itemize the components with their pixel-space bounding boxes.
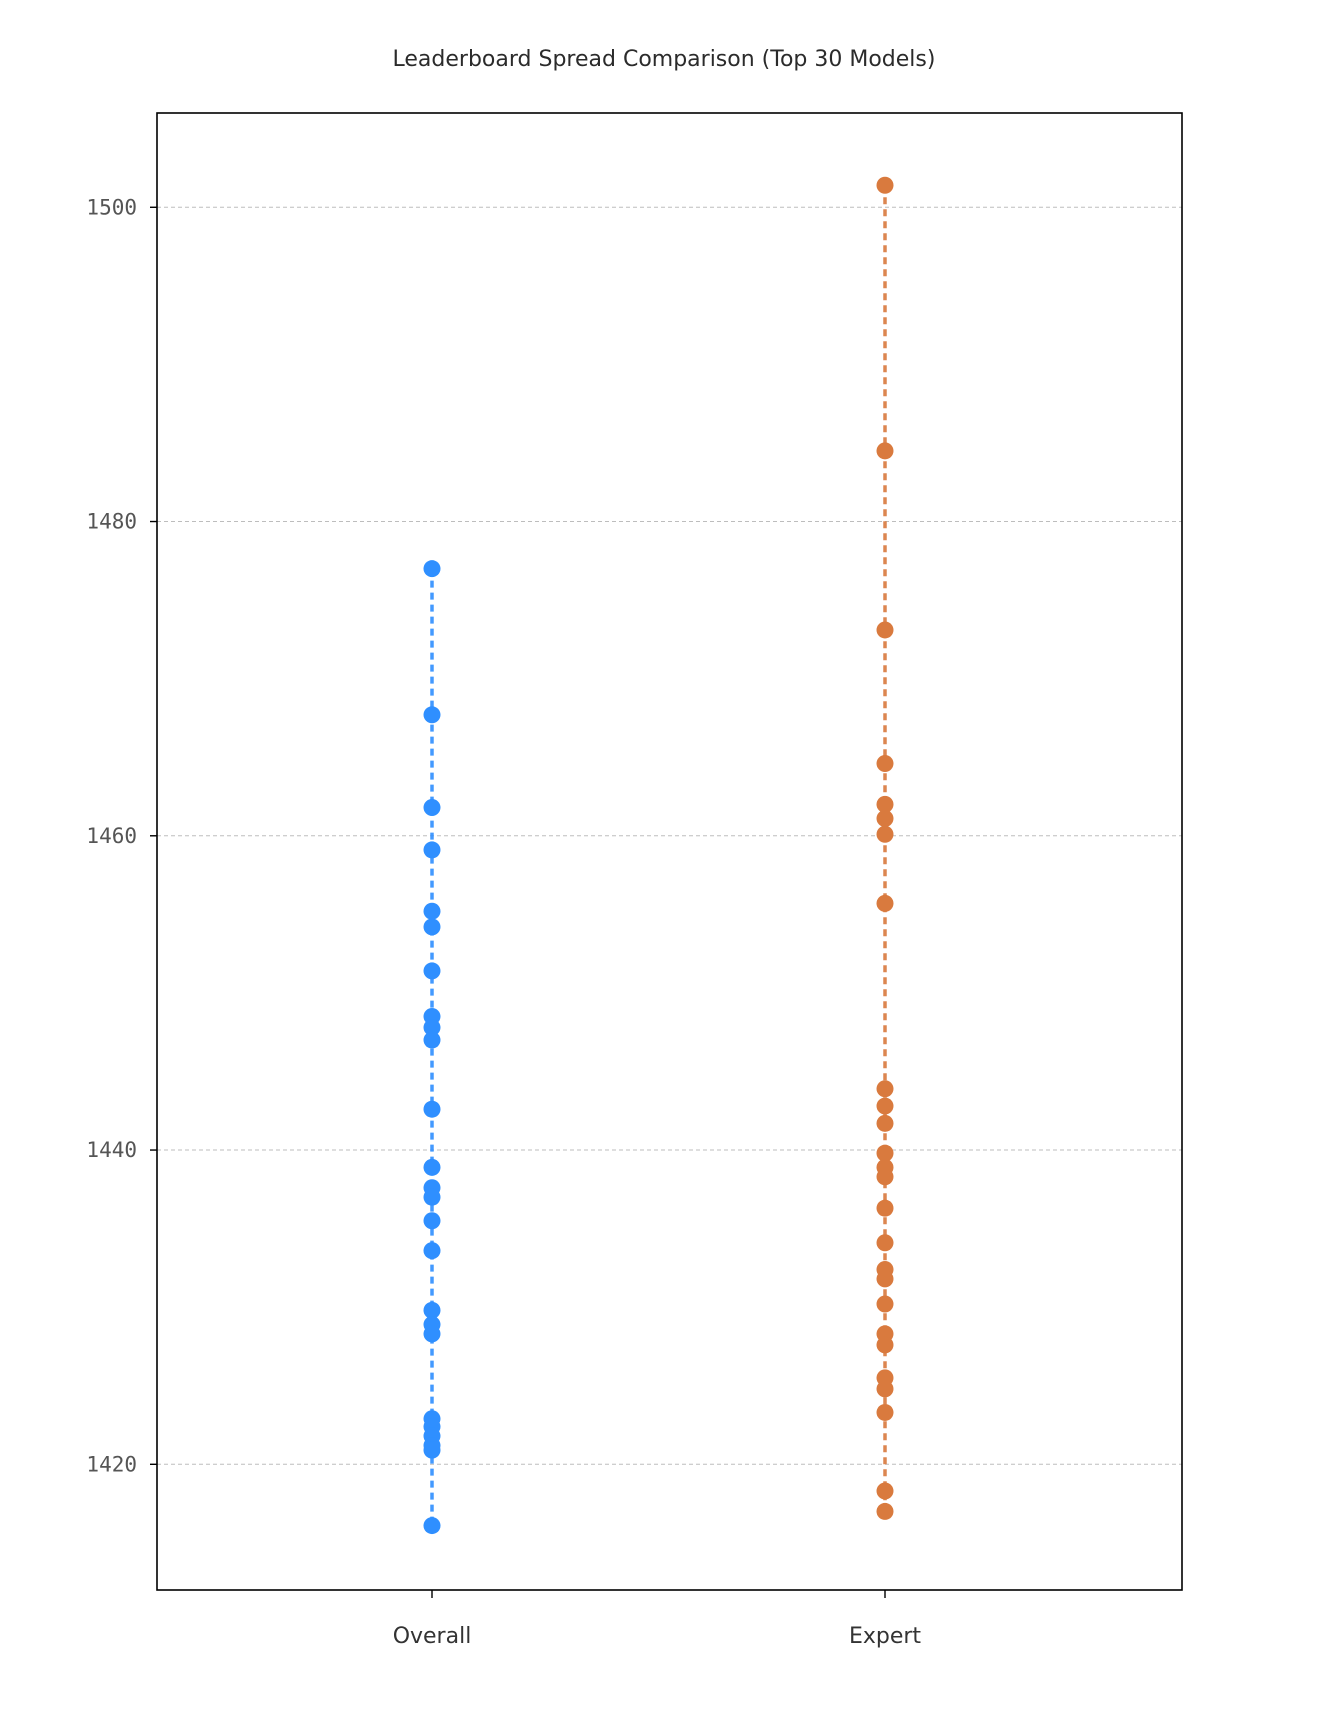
data-point bbox=[423, 841, 441, 859]
x-tick-label: Expert bbox=[849, 1624, 921, 1649]
y-tick-label: 1480 bbox=[86, 510, 137, 534]
data-point bbox=[876, 1295, 894, 1313]
x-tick-label: Overall bbox=[393, 1624, 472, 1649]
y-tick-label: 1460 bbox=[86, 824, 137, 848]
data-point bbox=[876, 810, 894, 828]
data-point bbox=[876, 1403, 894, 1421]
data-point bbox=[876, 1080, 894, 1098]
data-point bbox=[423, 1517, 441, 1535]
data-point bbox=[423, 799, 441, 817]
data-point bbox=[876, 825, 894, 843]
data-point bbox=[876, 1502, 894, 1520]
data-point bbox=[423, 1100, 441, 1118]
data-point bbox=[876, 1114, 894, 1132]
y-tick-label: 1440 bbox=[86, 1138, 137, 1162]
data-point bbox=[876, 176, 894, 194]
series-overall bbox=[423, 560, 441, 1535]
chart-title: Leaderboard Spread Comparison (Top 30 Mo… bbox=[393, 47, 936, 72]
series-expert bbox=[876, 176, 894, 1520]
data-point bbox=[876, 1482, 894, 1500]
plot-frame bbox=[156, 112, 1183, 1591]
data-point bbox=[876, 1097, 894, 1115]
data-point bbox=[423, 918, 441, 936]
data-point bbox=[876, 442, 894, 460]
data-point bbox=[876, 621, 894, 639]
data-point bbox=[423, 1441, 441, 1459]
data-point bbox=[423, 1158, 441, 1176]
data-point bbox=[423, 902, 441, 920]
data-point bbox=[423, 1325, 441, 1343]
data-point bbox=[876, 1270, 894, 1288]
data-point bbox=[876, 1234, 894, 1252]
data-point bbox=[876, 1380, 894, 1398]
y-tick-label: 1420 bbox=[86, 1452, 137, 1476]
series-layer bbox=[423, 176, 894, 1535]
data-point bbox=[423, 1301, 441, 1319]
data-point bbox=[423, 1212, 441, 1230]
grid-lines bbox=[157, 206, 1182, 1465]
axes: 1420 1440 1460 1480 1500 Overall Expert bbox=[86, 195, 921, 1649]
data-point bbox=[423, 1018, 441, 1036]
data-point bbox=[876, 795, 894, 813]
data-point bbox=[423, 962, 441, 980]
data-point bbox=[876, 1336, 894, 1354]
data-point bbox=[423, 1242, 441, 1260]
data-point bbox=[423, 1031, 441, 1049]
y-tick-label: 1500 bbox=[86, 195, 137, 219]
data-point bbox=[876, 1144, 894, 1162]
data-point bbox=[423, 560, 441, 578]
data-point bbox=[876, 1168, 894, 1186]
data-point bbox=[423, 706, 441, 724]
data-point bbox=[876, 894, 894, 912]
data-point bbox=[423, 1188, 441, 1206]
data-point bbox=[876, 1199, 894, 1217]
data-point bbox=[876, 755, 894, 773]
